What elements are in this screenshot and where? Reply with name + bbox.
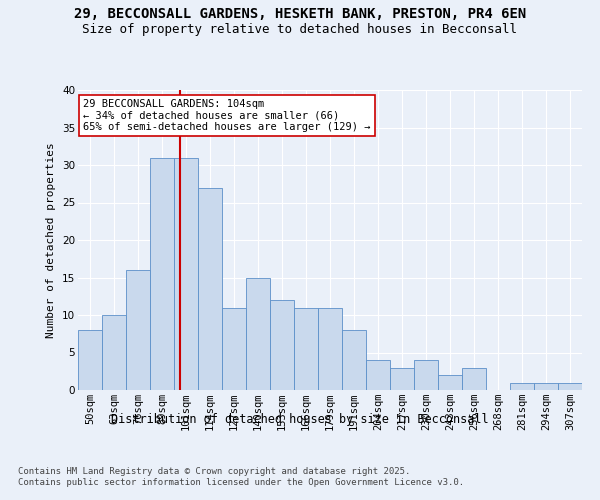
Text: 29, BECCONSALL GARDENS, HESKETH BANK, PRESTON, PR4 6EN: 29, BECCONSALL GARDENS, HESKETH BANK, PR… [74,8,526,22]
Text: Size of property relative to detached houses in Becconsall: Size of property relative to detached ho… [83,22,517,36]
Bar [198,188,222,390]
Text: Contains HM Land Registry data © Crown copyright and database right 2025.
Contai: Contains HM Land Registry data © Crown c… [18,468,464,487]
Bar [246,278,270,390]
Bar [318,308,342,390]
Bar [222,308,246,390]
Bar [414,360,438,390]
Bar [78,330,102,390]
Bar [534,382,558,390]
Bar [390,368,414,390]
Bar [270,300,294,390]
Bar [294,308,318,390]
Bar [510,382,534,390]
Bar [558,382,582,390]
Bar [342,330,366,390]
Bar [366,360,390,390]
Bar [150,158,174,390]
Y-axis label: Number of detached properties: Number of detached properties [46,142,56,338]
Text: Distribution of detached houses by size in Becconsall: Distribution of detached houses by size … [111,412,489,426]
Bar [438,375,462,390]
Bar [174,158,198,390]
Bar [126,270,150,390]
Text: 29 BECCONSALL GARDENS: 104sqm
← 34% of detached houses are smaller (66)
65% of s: 29 BECCONSALL GARDENS: 104sqm ← 34% of d… [83,99,371,132]
Bar [102,315,126,390]
Bar [462,368,486,390]
